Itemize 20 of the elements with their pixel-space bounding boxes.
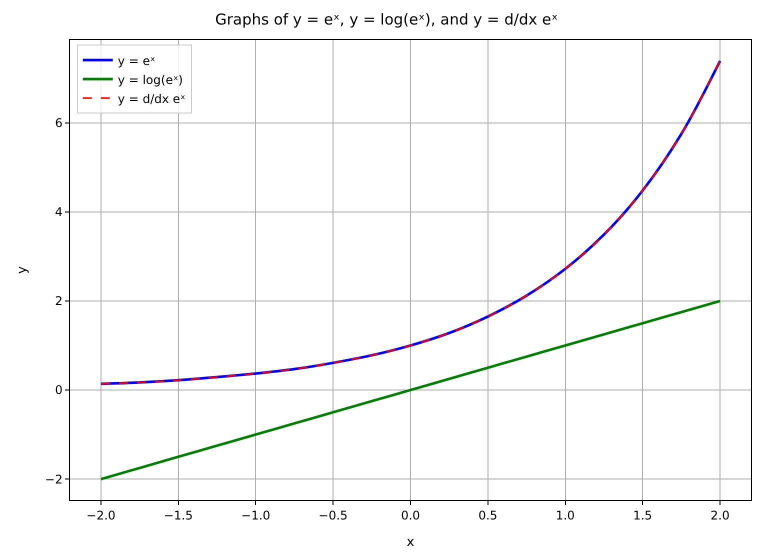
x-tick-label: −2.0 — [86, 508, 116, 522]
legend-label: y = eˣ — [118, 54, 156, 68]
y-tick-label: 0 — [54, 383, 63, 398]
x-tick-label: −0.5 — [318, 508, 348, 522]
y-tick-label: 4 — [54, 205, 63, 220]
x-tick-label: 0.5 — [478, 508, 498, 522]
y-tick-label: −2 — [44, 472, 63, 486]
y-tick-label: 6 — [54, 116, 63, 130]
x-tick-label: −1.5 — [164, 508, 193, 522]
legend-label: y = log(eˣ) — [118, 72, 183, 87]
y-tick-label: 2 — [54, 294, 63, 308]
chart-title: Graphs of y = eˣ, y = log(eˣ), and y = d/dx eˣ — [215, 10, 558, 28]
x-axis-title: x — [406, 535, 415, 550]
x-tick-label: −1.0 — [241, 508, 270, 522]
y-axis-title: y — [14, 266, 30, 274]
legend-label: y = d/dx eˣ — [118, 92, 186, 106]
x-tick-label: 2.0 — [710, 508, 730, 522]
x-tick-label: 1.0 — [556, 508, 575, 522]
x-tick-label: 1.5 — [633, 508, 652, 522]
x-tick-label: 0.0 — [400, 508, 420, 522]
